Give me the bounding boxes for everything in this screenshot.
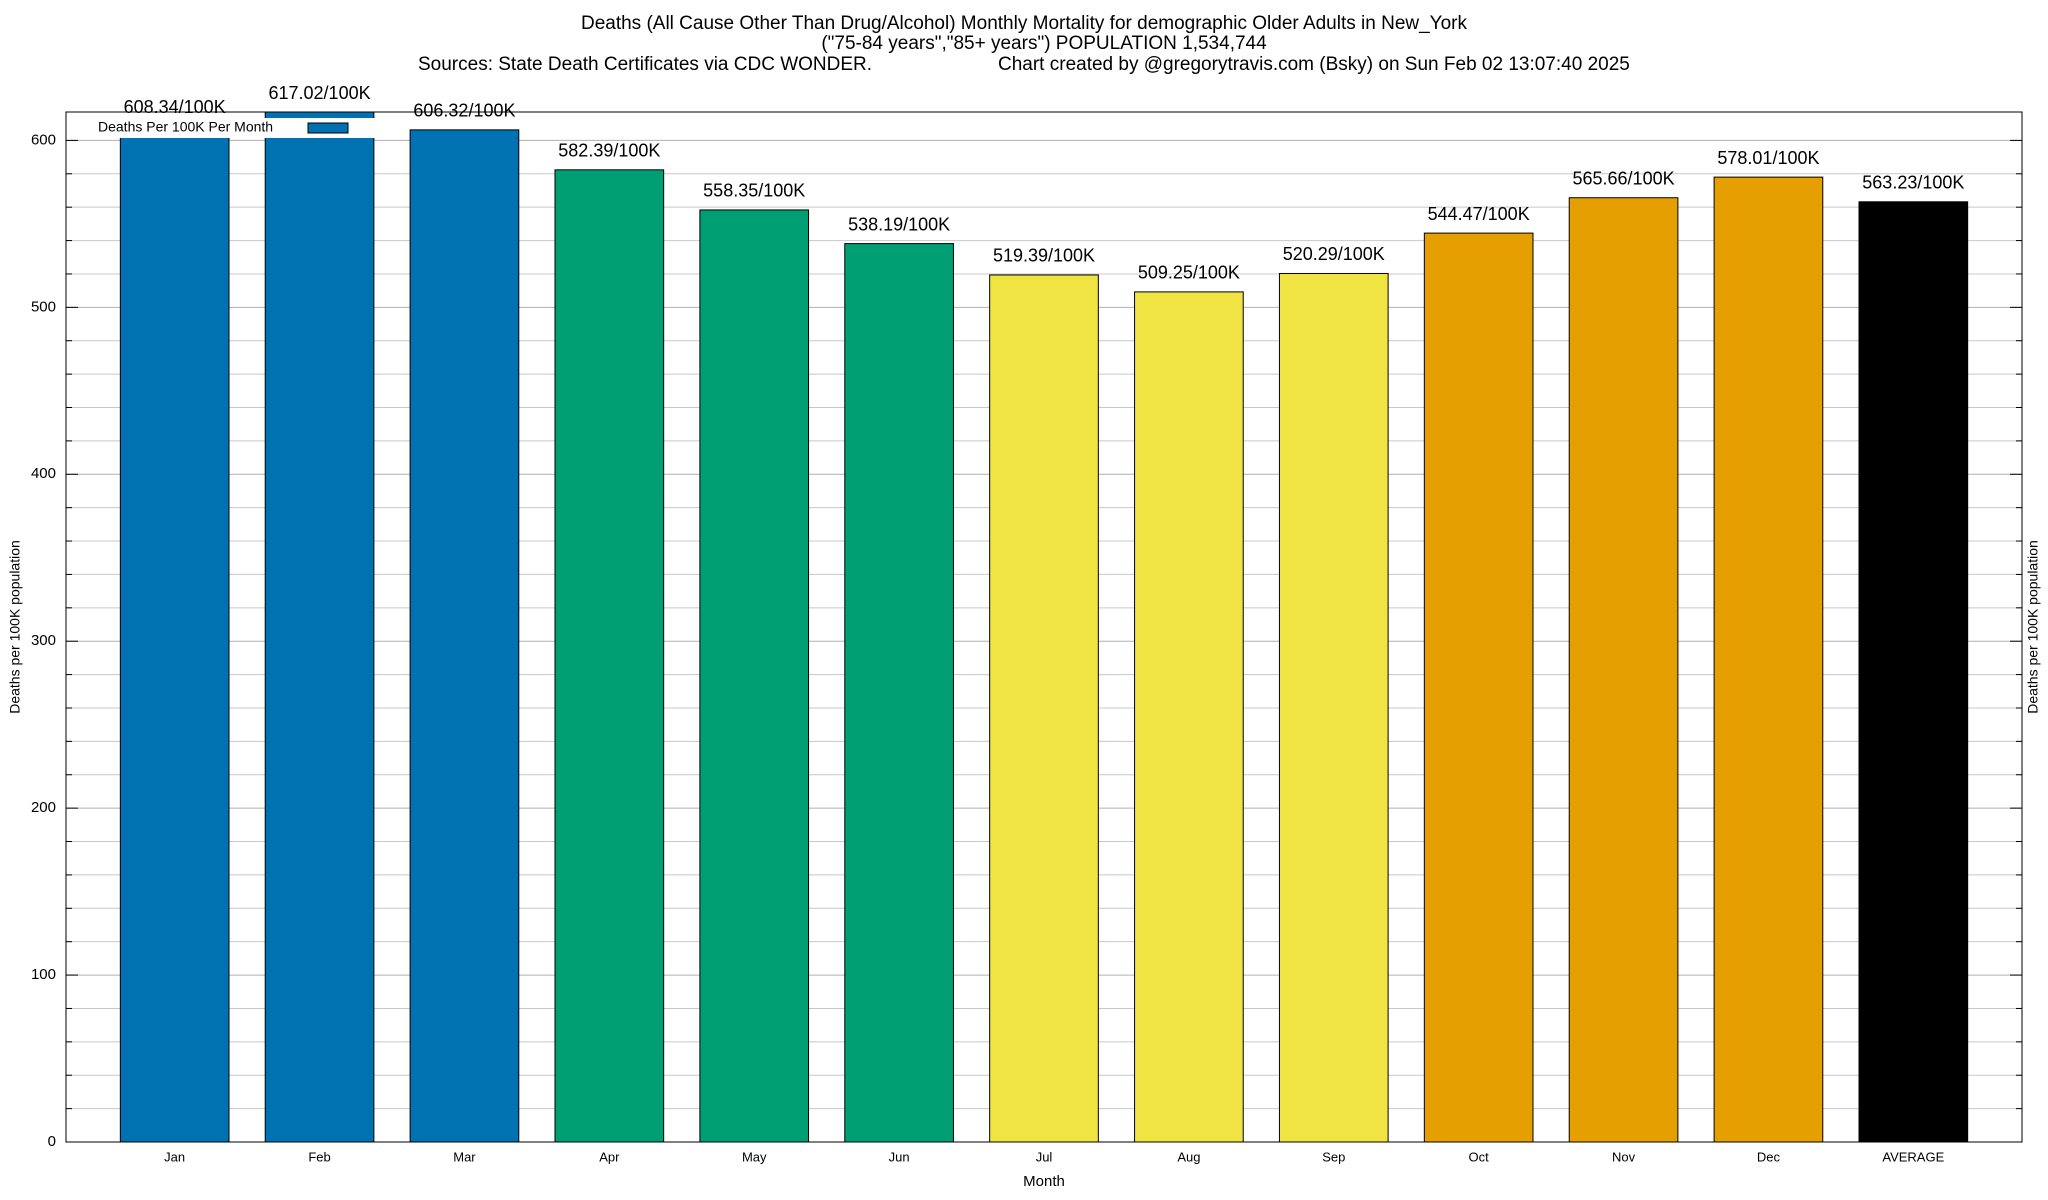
y-tick-label: 100 xyxy=(31,966,56,983)
bar xyxy=(409,129,520,1143)
x-tick-label: Jul xyxy=(1036,1149,1053,1164)
value-label: 544.47/100K xyxy=(1428,204,1530,224)
chart-subtitle: ("75-84 years","85+ years") POPULATION 1… xyxy=(821,33,1267,54)
x-tick-label: Feb xyxy=(308,1149,330,1164)
plot-frame xyxy=(65,111,2023,1143)
value-label: 563.23/100K xyxy=(1862,173,1964,193)
value-label: 608.34/100K xyxy=(124,97,226,117)
credit-note: Chart created by @gregorytravis.com (Bsk… xyxy=(998,54,1630,75)
value-label: 617.02/100K xyxy=(269,83,371,103)
legend-label: Deaths Per 100K Per Month xyxy=(98,119,273,135)
y-tick-label: 0 xyxy=(48,1133,56,1150)
x-tick-label: Sep xyxy=(1322,1149,1345,1164)
bar xyxy=(989,274,1099,1143)
x-tick-label: AVERAGE xyxy=(1882,1149,1944,1164)
chart-title: Deaths (All Cause Other Than Drug/Alcoho… xyxy=(581,13,1468,34)
x-tick-label: Nov xyxy=(1612,1149,1636,1164)
x-tick-label: Jan xyxy=(164,1149,185,1164)
bar xyxy=(844,243,954,1143)
bar xyxy=(699,209,810,1143)
y-tick-label: 600 xyxy=(31,131,56,148)
bar xyxy=(554,169,665,1143)
y-axis-label: Deaths per 100K population xyxy=(7,540,23,714)
y-tick-label: 400 xyxy=(31,465,56,482)
bar xyxy=(1134,291,1244,1143)
value-label: 558.35/100K xyxy=(703,181,805,201)
y-tick-label: 300 xyxy=(31,632,56,649)
bar xyxy=(1713,176,1824,1143)
x-tick-label: Dec xyxy=(1757,1149,1781,1164)
value-label: 520.29/100K xyxy=(1283,244,1385,264)
y-tick-label: 500 xyxy=(31,298,56,315)
source-note: Sources: State Death Certificates via CD… xyxy=(418,54,872,75)
x-axis-label: Month xyxy=(1023,1173,1065,1190)
y2-axis-label: Deaths per 100K population xyxy=(2025,540,2041,714)
value-label: 538.19/100K xyxy=(848,214,950,234)
x-tick-label: Aug xyxy=(1177,1149,1200,1164)
value-label: 565.66/100K xyxy=(1573,168,1675,188)
value-label: 519.39/100K xyxy=(993,246,1095,266)
value-label: 606.32/100K xyxy=(413,101,515,121)
x-tick-label: May xyxy=(742,1149,767,1164)
y-tick-label: 200 xyxy=(31,799,56,816)
x-tick-label: Oct xyxy=(1469,1149,1490,1164)
bar xyxy=(1278,272,1389,1143)
legend-swatch xyxy=(307,122,349,134)
x-tick-label: Jun xyxy=(889,1149,910,1164)
x-tick-label: Apr xyxy=(599,1149,620,1164)
bar xyxy=(119,125,230,1143)
bar xyxy=(1858,201,1969,1143)
value-label: 582.39/100K xyxy=(558,141,660,161)
value-label: 509.25/100K xyxy=(1138,263,1240,283)
bar xyxy=(264,111,375,1143)
value-label: 578.01/100K xyxy=(1717,148,1819,168)
bar xyxy=(1423,232,1534,1143)
x-tick-label: Mar xyxy=(453,1149,476,1164)
bar xyxy=(1568,197,1679,1143)
